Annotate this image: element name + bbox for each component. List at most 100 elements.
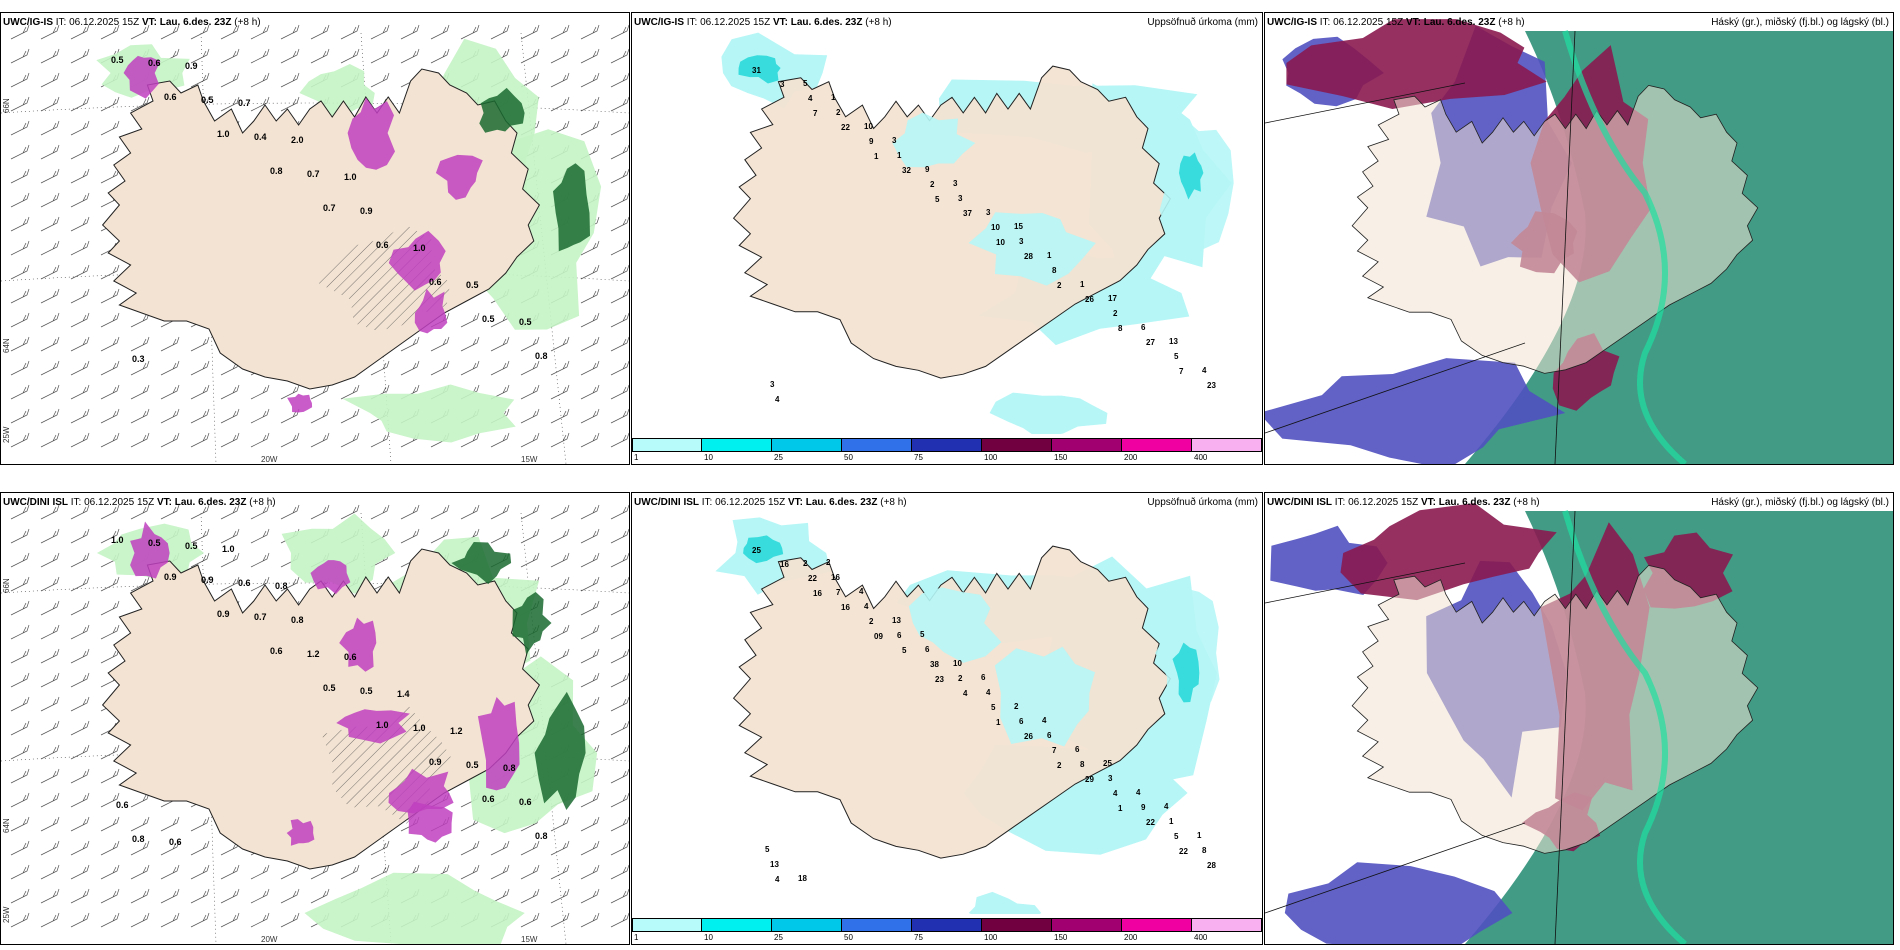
wind-barb [70, 24, 90, 40]
snow-amount-label: 1.2 [307, 649, 320, 659]
wind-barb [610, 552, 629, 568]
wind-barb [250, 432, 270, 448]
wind-barb [160, 888, 180, 904]
longitude-label: 15W [521, 455, 538, 464]
wind-barb [190, 432, 210, 448]
wind-barb [580, 24, 600, 40]
wind-barb [220, 504, 240, 520]
wind-barb [10, 168, 30, 184]
wind-barb [40, 552, 60, 568]
snow-area [477, 697, 520, 791]
wind-barb [40, 408, 60, 424]
wind-barb [130, 576, 150, 592]
wind-barb [400, 840, 420, 856]
wind-barb [10, 72, 30, 88]
precip-amount-label: 1 [897, 151, 902, 160]
latitude-label: 64N [2, 338, 11, 353]
snow-amount-label: 0.7 [323, 203, 336, 213]
wind-barb [610, 264, 629, 280]
snow-amount-label: 0.5 [519, 317, 532, 327]
wind-barb [10, 600, 30, 616]
wind-barb [430, 24, 450, 40]
wind-barb [40, 528, 60, 544]
wind-barb [40, 696, 60, 712]
wind-barb [130, 24, 150, 40]
precip-amount-label: 10 [996, 238, 1005, 247]
snow-area [287, 393, 313, 413]
wind-barb [100, 384, 120, 400]
wind-barb [70, 744, 90, 760]
panel-variable-label: Háský (gr.), miðský (fj.bl.) og lágský (… [1711, 497, 1889, 508]
precip-amount-label: 3 [1108, 774, 1113, 783]
wind-barb [610, 600, 629, 616]
wind-barb [250, 912, 270, 928]
snow-amount-label: 0.7 [238, 98, 251, 108]
precip-amount-label: 7 [813, 109, 818, 118]
wind-barb [70, 72, 90, 88]
wind-barb [190, 816, 210, 832]
precip-colorbar: 1 10 25 50 75 100 150 200 400 [632, 436, 1262, 464]
snow-area [435, 154, 483, 200]
moderate-precip-area [743, 535, 784, 564]
snow-area [388, 768, 454, 814]
wind-barb [580, 600, 600, 616]
light-precip-area [304, 872, 525, 944]
snow-amount-label: 0.6 [164, 92, 177, 102]
wind-barb [160, 24, 180, 40]
precip-amount-label: 1 [1169, 817, 1174, 826]
colorbar-tick-label: 200 [1124, 453, 1138, 462]
precip-amount-label: 13 [892, 616, 901, 625]
cloud-map-svg [1265, 503, 1893, 944]
wind-barb [580, 816, 600, 832]
wind-barb [100, 888, 120, 904]
colorbar-tick-label: 50 [844, 453, 853, 462]
wind-barb [220, 552, 240, 568]
wind-barb [490, 864, 510, 880]
it-label: IT: [686, 17, 698, 28]
wind-barb [250, 72, 270, 88]
wind-barb [10, 216, 30, 232]
snow-amount-label: 0.6 [148, 58, 161, 68]
wind-barb [220, 528, 240, 544]
colorbar-swatch [1122, 918, 1192, 932]
model-name: UWC/DINI ISL [1267, 497, 1332, 508]
vt-label: VT: [156, 497, 172, 508]
wind-barb [280, 912, 300, 928]
wind-barb [160, 912, 180, 928]
wind-barb [580, 864, 600, 880]
precip-amount-label: 22 [1179, 847, 1188, 856]
longitude-label: 20W [261, 455, 278, 464]
vt-label: VT: [141, 17, 157, 28]
wind-barb [40, 432, 60, 448]
wind-barb [10, 384, 30, 400]
wind-barb [370, 48, 390, 64]
precip-amount-label: 6 [981, 673, 986, 682]
region-boundary [1265, 562, 1466, 604]
wind-barb [250, 864, 270, 880]
wind-barb [40, 624, 60, 640]
vt-label: VT: [787, 497, 803, 508]
colorbar-tick-label: 400 [1194, 453, 1208, 462]
wind-barb [580, 720, 600, 736]
colorbar-swatch [982, 918, 1052, 932]
wind-barb [430, 48, 450, 64]
precip-amount-label: 1 [1047, 251, 1052, 260]
wind-barb [70, 816, 90, 832]
wind-barb [10, 48, 30, 64]
wind-barb [580, 576, 600, 592]
wind-barb [520, 408, 540, 424]
snow-amount-label: 1.0 [222, 544, 235, 554]
precip-colorbar: 1 10 25 50 75 100 150 200 400 [632, 916, 1262, 944]
wind-barb [520, 840, 540, 856]
snow-amount-label: 0.5 [148, 538, 161, 548]
snow-amount-label: 0.4 [254, 132, 267, 142]
wind-barb [430, 336, 450, 352]
wind-barb [100, 360, 120, 376]
wind-barb [520, 360, 540, 376]
colorbar-swatch [702, 438, 772, 452]
light-precip-area [299, 64, 375, 117]
wind-barb [610, 720, 629, 736]
wind-barb [430, 528, 450, 544]
wind-barb [160, 840, 180, 856]
wind-barb [70, 768, 90, 784]
